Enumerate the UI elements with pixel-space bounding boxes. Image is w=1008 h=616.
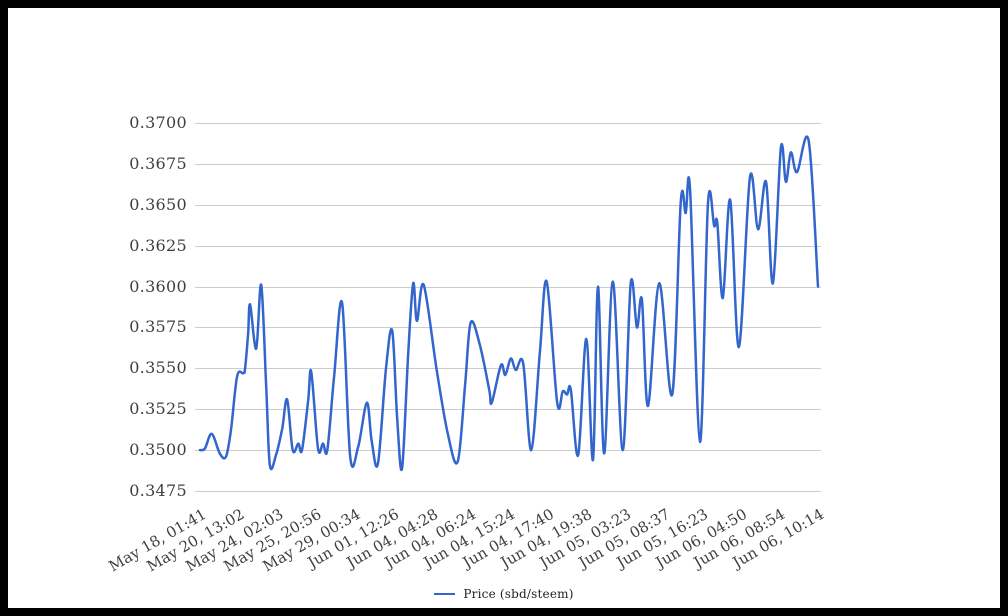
- y-axis-tick-label: 0.3500: [129, 440, 187, 460]
- y-axis-tick-label: 0.3575: [129, 317, 187, 337]
- legend: Price (sbd/steem): [8, 586, 1000, 602]
- y-axis-tick-label: 0.3700: [129, 113, 187, 132]
- y-axis-tick-label: 0.3550: [129, 358, 187, 378]
- price-line-series[interactable]: [198, 135, 820, 472]
- legend-label: Price (sbd/steem): [463, 587, 574, 601]
- y-axis-tick-label: 0.3625: [129, 235, 187, 255]
- price-chart: 0.3700 0.3675 0.3650 0.3625 0.3600 0.3575 0.35…: [8, 8, 1000, 608]
- legend-line-marker: [434, 593, 456, 595]
- y-axis-tick-label: 0.3475: [129, 481, 187, 500]
- y-axis-tick-label: 0.3525: [129, 399, 187, 419]
- y-axis-tick-label: 0.3650: [129, 194, 187, 214]
- plot-area[interactable]: [8, 8, 1000, 608]
- y-axis-tick-label: 0.3675: [129, 153, 187, 173]
- y-axis-tick-label: 0.3600: [129, 276, 187, 296]
